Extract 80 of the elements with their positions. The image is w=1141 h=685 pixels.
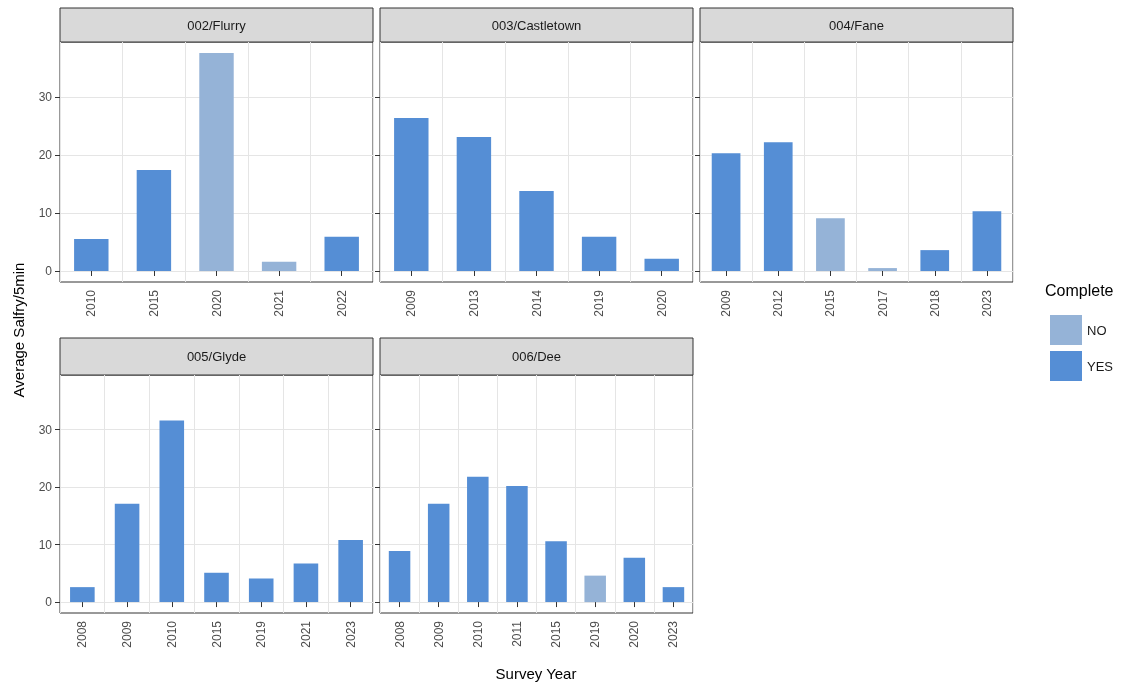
bar — [394, 117, 429, 271]
x-tick-label: 2021 — [298, 620, 313, 648]
bar — [467, 476, 489, 603]
bar — [711, 153, 741, 271]
bar — [204, 572, 229, 603]
bar — [763, 142, 793, 271]
chart-title: 005/Glyde — [186, 349, 247, 364]
x-tick-label: 2015 — [549, 620, 564, 648]
x-tick-label: 2022 — [334, 289, 349, 317]
x-tick-label: 2010 — [164, 620, 179, 648]
x-tick-label: 2023 — [666, 620, 681, 648]
x-tick-label: 2020 — [654, 289, 669, 317]
bar — [506, 485, 528, 603]
bar — [920, 250, 950, 271]
chart-title: 004/Fane — [829, 17, 884, 33]
chart-title: 003/Castletown — [491, 17, 582, 33]
bar — [324, 236, 359, 271]
bar — [644, 258, 679, 271]
bar — [584, 575, 606, 603]
x-tick-label: 2015 — [209, 620, 224, 648]
y-tick-label: 30 — [38, 90, 53, 105]
x-axis-title: Survey Year — [495, 664, 577, 682]
x-tick-label: 2018 — [927, 289, 942, 317]
x-tick-label: 2009 — [431, 620, 446, 648]
x-tick-label: 2019 — [588, 620, 603, 648]
x-tick-label: 2023 — [343, 620, 358, 648]
x-tick-label: 2008 — [75, 620, 90, 648]
x-tick-label: 2009 — [404, 289, 419, 317]
bar — [868, 268, 897, 271]
x-tick-label: 2009 — [120, 620, 135, 648]
bar — [427, 503, 450, 603]
y-tick-label: 10 — [38, 537, 53, 552]
x-tick-label: 2023 — [979, 289, 994, 317]
bar — [261, 261, 297, 271]
x-tick-label: 2014 — [529, 289, 544, 317]
x-tick-label: 2015 — [823, 289, 838, 317]
bar — [623, 557, 646, 603]
bar — [456, 137, 492, 271]
legend-label: NO — [1087, 322, 1107, 338]
bar — [972, 211, 1002, 271]
x-tick-label: 2010 — [470, 620, 485, 648]
x-tick-label: 2010 — [84, 289, 99, 317]
x-tick-label: 2008 — [392, 620, 407, 648]
x-tick-label: 2012 — [771, 289, 786, 317]
y-tick-label: 10 — [38, 206, 53, 221]
bar — [136, 170, 172, 271]
x-tick-label: 2019 — [254, 620, 269, 648]
bar — [248, 578, 274, 603]
bar — [293, 563, 319, 603]
bar — [388, 550, 411, 603]
x-tick-label: 2020 — [209, 289, 224, 317]
x-tick-label: 2015 — [146, 289, 161, 317]
bar — [581, 236, 617, 271]
chart-title: 006/Dee — [511, 349, 562, 364]
x-tick-label: 2017 — [875, 289, 890, 317]
bar — [159, 420, 185, 603]
bar — [114, 503, 140, 603]
x-tick-label: 2009 — [719, 289, 734, 317]
y-tick-label: 20 — [38, 480, 53, 495]
y-tick-label: 30 — [38, 422, 53, 437]
bar — [70, 587, 95, 603]
x-tick-label: 2020 — [627, 620, 642, 648]
x-tick-label: 2021 — [272, 289, 287, 317]
legend-title: Complete — [1045, 281, 1114, 299]
x-tick-label: 2013 — [466, 289, 481, 317]
x-tick-label: 2019 — [592, 289, 607, 317]
y-tick-label: 20 — [38, 148, 53, 163]
bar — [662, 587, 685, 603]
bar — [74, 239, 109, 271]
bar — [545, 541, 567, 603]
y-axis-title: Average Salfry/5min — [9, 262, 27, 398]
y-tick-label: 0 — [45, 263, 53, 278]
y-tick-label: 0 — [45, 595, 53, 610]
bar — [199, 53, 234, 271]
bar — [816, 218, 845, 271]
bar — [338, 539, 363, 603]
legend-label: YES — [1087, 358, 1114, 374]
x-tick-label: 2011 — [509, 620, 524, 647]
bar — [519, 190, 554, 271]
chart-title: 002/Flurry — [187, 17, 247, 33]
